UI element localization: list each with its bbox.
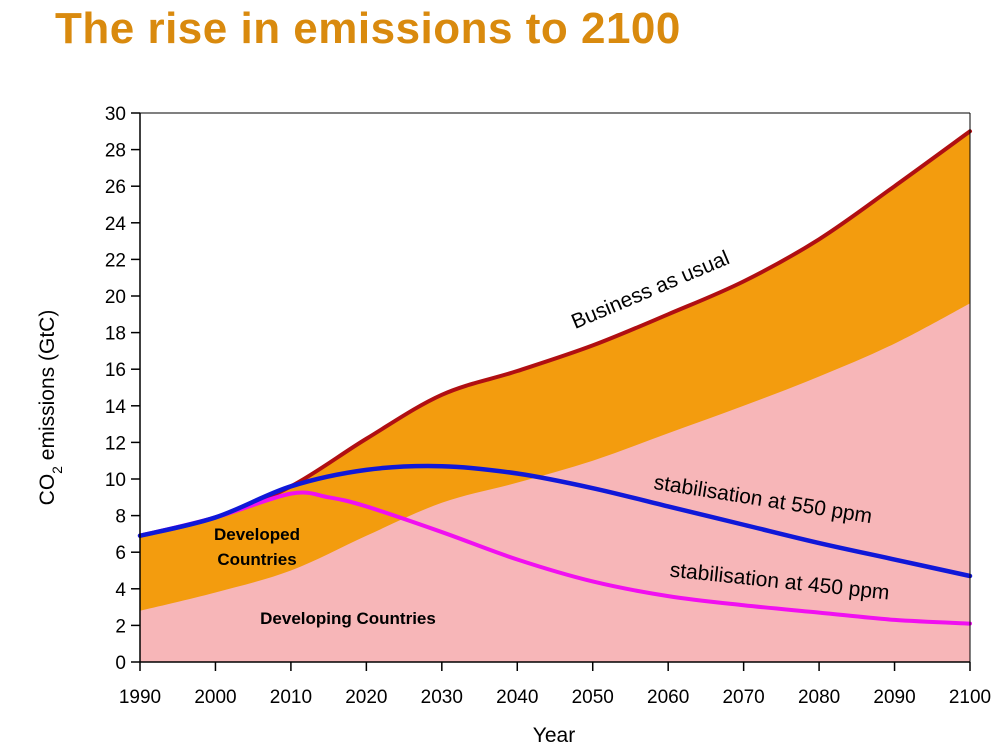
x-tick-label: 2000 [194, 687, 236, 708]
x-tick-label: 2100 [949, 687, 991, 708]
y-tick-label: 6 [115, 543, 126, 564]
x-tick-label: 2090 [873, 687, 915, 708]
y-tick-label: 10 [105, 470, 126, 491]
y-tick-label: 22 [105, 250, 126, 271]
developing-countries-label: Developing Countries [260, 609, 436, 628]
chart-lines [137, 129, 973, 626]
y-axis-title-subscript: 2 [49, 466, 65, 474]
y-axis-title-part: emissions (GtC) [36, 310, 59, 466]
x-tick-label: 2050 [572, 687, 614, 708]
y-tick-label: 2 [115, 616, 126, 637]
y-tick-label: 8 [115, 507, 126, 528]
stabilisation-550-line [137, 463, 973, 579]
y-tick-label: 24 [105, 214, 127, 235]
x-tick-label: 1990 [119, 687, 161, 708]
y-tick-label: 14 [105, 397, 127, 418]
y-tick-label: 26 [105, 177, 126, 198]
x-tick-label: 2040 [496, 687, 538, 708]
y-tick-label: 28 [105, 141, 126, 162]
developing-countries-area [140, 303, 970, 662]
x-tick-label: 2080 [798, 687, 840, 708]
x-tick-label: 2070 [722, 687, 764, 708]
page-title: The rise in emissions to 2100 [55, 4, 681, 53]
y-tick-label: 30 [105, 104, 126, 125]
y-tick-label: 0 [115, 653, 126, 674]
x-tick-label: 2060 [647, 687, 689, 708]
x-tick-label: 2020 [345, 687, 387, 708]
y-tick-label: 16 [105, 360, 126, 381]
x-tick-label: 2010 [270, 687, 312, 708]
x-axis-title: Year [533, 724, 575, 747]
developed-countries-label: Developed [214, 525, 300, 544]
y-tick-label: 4 [115, 580, 126, 601]
y-tick-label: 12 [105, 433, 126, 454]
y-axis-title-part: CO [36, 474, 59, 506]
y-tick-label: 20 [105, 287, 126, 308]
x-tick-label: 2030 [421, 687, 463, 708]
y-tick-label: 18 [105, 324, 126, 345]
y-axis-title: CO2 emissions (GtC) [36, 310, 65, 506]
stabilisation-450-line [138, 490, 972, 626]
developed-countries-label-2: Countries [217, 550, 296, 569]
